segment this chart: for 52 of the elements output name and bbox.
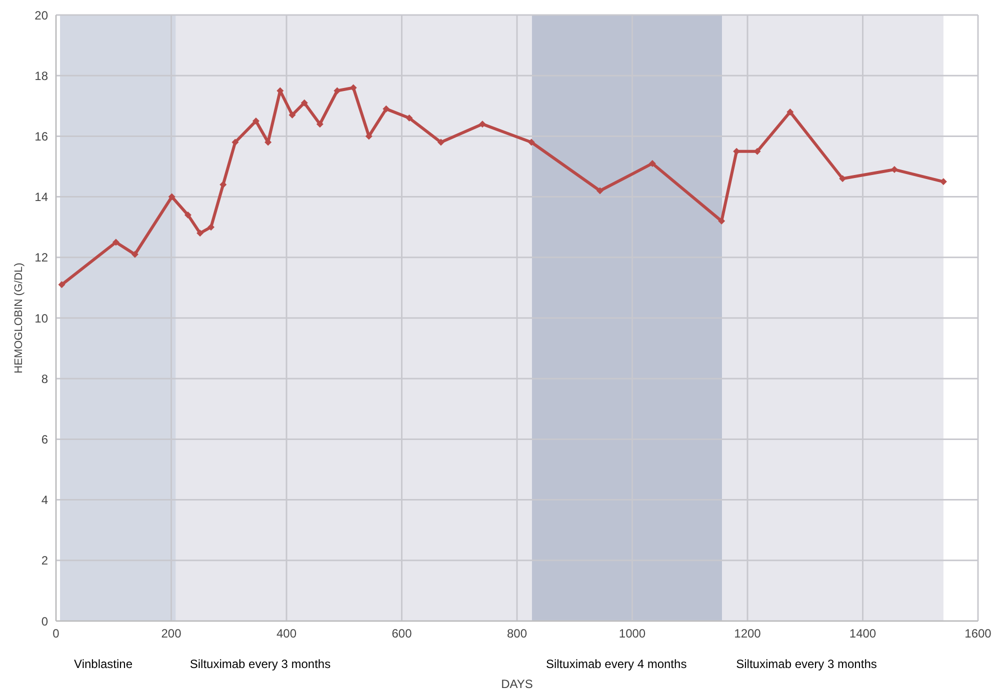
x-axis-title: DAYS bbox=[501, 677, 533, 691]
x-tick-label: 800 bbox=[506, 626, 528, 641]
band-label: Vinblastine bbox=[74, 657, 133, 671]
point bbox=[288, 111, 296, 118]
point bbox=[334, 87, 341, 94]
point bbox=[184, 211, 192, 218]
point bbox=[350, 84, 357, 92]
x-tick-label: 1200 bbox=[734, 626, 762, 641]
point bbox=[382, 105, 390, 112]
y-tick-label: 8 bbox=[41, 372, 48, 386]
x-tick-label: 1400 bbox=[849, 626, 876, 641]
band-label: Siltuximab every 3 months bbox=[736, 657, 877, 671]
y-tick-label: 2 bbox=[41, 554, 48, 568]
x-tick-label: 1600 bbox=[964, 626, 992, 641]
point bbox=[131, 250, 138, 258]
band-label: Siltuximab every 3 months bbox=[190, 657, 331, 671]
point bbox=[437, 138, 444, 146]
point bbox=[940, 178, 947, 186]
point bbox=[648, 160, 656, 167]
x-tick-label: 1000 bbox=[618, 626, 646, 641]
point bbox=[196, 230, 204, 237]
point bbox=[208, 224, 215, 231]
y-tick-label: 6 bbox=[41, 432, 48, 446]
point bbox=[718, 218, 726, 225]
point bbox=[232, 138, 239, 146]
y-tick-label: 20 bbox=[34, 8, 48, 22]
y-tick-label: 12 bbox=[34, 250, 48, 265]
point bbox=[478, 120, 486, 128]
point bbox=[252, 118, 260, 125]
x-tick-label: 0 bbox=[52, 626, 60, 641]
point bbox=[112, 238, 120, 246]
x-tick-label: 200 bbox=[161, 626, 182, 641]
y-tick-label: 16 bbox=[34, 129, 48, 144]
point bbox=[528, 138, 535, 146]
y-tick-label: 18 bbox=[34, 68, 48, 83]
point bbox=[58, 281, 66, 288]
point bbox=[596, 187, 604, 194]
point bbox=[300, 99, 308, 106]
point bbox=[220, 181, 227, 188]
y-tick-label: 14 bbox=[34, 190, 48, 204]
point bbox=[168, 193, 176, 200]
y-tick-label: 4 bbox=[41, 493, 48, 508]
y-tick-label: 10 bbox=[34, 311, 48, 326]
point bbox=[316, 120, 324, 128]
x-tick-label: 600 bbox=[392, 626, 412, 641]
band-label: Siltuximab every 4 months bbox=[546, 657, 687, 671]
y-axis-title: HEMOGLOBIN (G/DL) bbox=[12, 262, 25, 374]
y-tick-label: 0 bbox=[41, 614, 48, 628]
point bbox=[839, 175, 846, 182]
point bbox=[406, 114, 413, 122]
x-tick-label: 400 bbox=[276, 626, 297, 641]
point bbox=[786, 108, 794, 116]
